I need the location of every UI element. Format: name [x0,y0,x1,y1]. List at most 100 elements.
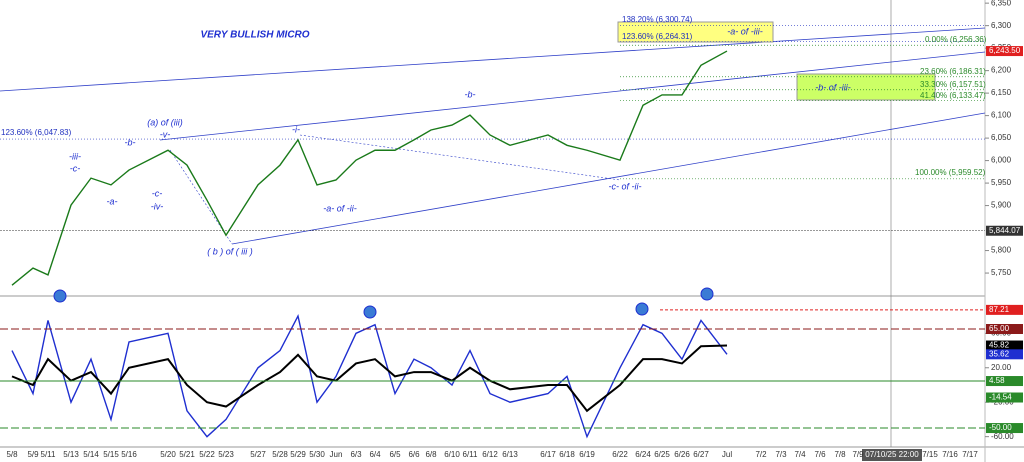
x-tick-label: 7/4 [794,450,806,459]
x-tick-label: 5/9 [27,450,39,459]
x-tick-label: 6/17 [540,450,556,459]
x-tick-label: 5/13 [63,450,79,459]
y-tick-label: 6,350 [991,0,1012,7]
value-box-label: -50.00 [989,423,1012,432]
channel-line [159,51,986,141]
y-tick-label: 6,150 [991,88,1012,97]
y-tick-label: 6,050 [991,133,1012,142]
wave-label: -b- of -iii- [815,82,851,92]
wave-label: -b- [465,89,476,99]
x-tick-label: 5/16 [121,450,137,459]
x-tick-label: 6/26 [674,450,690,459]
cursor-time: 07/10/25 22:00 [865,450,919,459]
wave-label: -b- [125,137,136,147]
y-tick-label: 6,000 [991,156,1012,165]
x-tick-label: 6/18 [559,450,575,459]
y-tick-label: 5,900 [991,201,1012,210]
value-box-label: 6,243.50 [989,46,1021,55]
x-tick-label: 5/27 [250,450,266,459]
fib-label: 100.00% (5,959.52) [915,168,986,177]
wave-label: -c- of -ii- [609,181,642,191]
x-tick-label: 5/28 [272,450,288,459]
y-tick-label: 6,200 [991,66,1012,75]
signal-dot [363,305,377,319]
wave-label: ( b ) of ( iii ) [207,246,253,256]
x-tick-label: Jul [722,450,732,459]
value-box [986,340,1023,351]
value-box-label: -14.54 [989,393,1012,402]
y-tick-label: 5,800 [991,246,1012,255]
value-box-label: 35.62 [989,349,1010,358]
x-tick-label: 6/25 [654,450,670,459]
x-tick-label: 5/21 [179,450,195,459]
wave-label: -a- [107,196,118,206]
x-tick-label: 7/16 [942,450,958,459]
value-box-label: 4.58 [989,376,1005,385]
price-line [11,50,728,286]
x-tick-label: 6/11 [463,450,479,459]
value-box [986,376,1023,387]
value-box-label: 45.82 [989,341,1010,350]
x-tick-label: 6/12 [482,450,498,459]
x-tick-label: 6/3 [350,450,362,459]
signal-dot [635,302,649,316]
value-box-label: 65.00 [989,324,1010,333]
x-tick-label: 5/22 [199,450,215,459]
channel-line [0,27,986,92]
x-tick-label: 5/8 [6,450,18,459]
wave-label: -v- [160,129,171,139]
value-box [986,349,1023,360]
x-tick-label: 5/23 [218,450,234,459]
wave-label: -a- of -iii- [727,26,763,36]
x-tick-label: 6/22 [612,450,628,459]
fib-label: 41.40% (6,133.47) [920,91,986,100]
fib-label: 123.60% (6,047.83) [1,128,72,137]
x-tick-label: 7/8 [834,450,846,459]
value-box [986,423,1023,434]
x-tick-label: 7/17 [962,450,978,459]
channel-line [231,112,986,245]
value-box [986,225,1023,236]
cursor-time-box [862,449,922,461]
x-tick-label: 5/11 [41,450,57,459]
wave-label: -iii- [69,151,81,161]
x-tick-label: 6/6 [408,450,420,459]
value-box [986,324,1023,335]
value-box-label: 5,844.07 [989,226,1021,235]
x-tick-label: 6/10 [444,450,460,459]
y-tick-label: 6,300 [991,21,1012,30]
signal-dot [700,287,714,301]
x-tick-label: 6/19 [579,450,595,459]
x-tick-label: 6/4 [369,450,381,459]
fib-label: 138.20% (6,300.74) [622,15,693,24]
wave-label: -a- of -ii- [323,203,357,213]
wave-label: -i- [292,124,300,134]
fib-label: 33.30% (6,157.51) [920,80,986,89]
y-tick-label: 5,950 [991,178,1012,187]
x-tick-label: 5/14 [83,450,99,459]
value-box-label: 87.21 [989,305,1010,314]
wave-label: (a) of (iii) [147,117,183,127]
x-tick-label: 7/2 [755,450,767,459]
x-tick-label: 7/15 [922,450,938,459]
fib-label: 123.60% (6,264.31) [622,32,693,41]
x-tick-label: 6/13 [502,450,518,459]
y-tick-label: 20.00 [991,363,1012,372]
wave-label: -c- [152,188,163,198]
x-tick-label: 5/15 [103,450,119,459]
x-tick-label: 6/8 [425,450,437,459]
signal-dot [53,289,67,303]
wave-line [299,134,621,181]
y-tick-label: 5,750 [991,268,1012,277]
x-tick-label: 6/5 [389,450,401,459]
x-tick-label: 6/24 [635,450,651,459]
x-tick-label: 7/6 [814,450,826,459]
y-tick-label: -60.00 [991,432,1014,441]
value-box [986,392,1023,403]
wave-label: -c- [70,163,81,173]
x-tick-label: 5/20 [160,450,176,459]
x-tick-label: Jun [330,450,343,459]
fib-label: 0.00% (6,256.36) [925,35,987,44]
value-box [986,46,1023,57]
